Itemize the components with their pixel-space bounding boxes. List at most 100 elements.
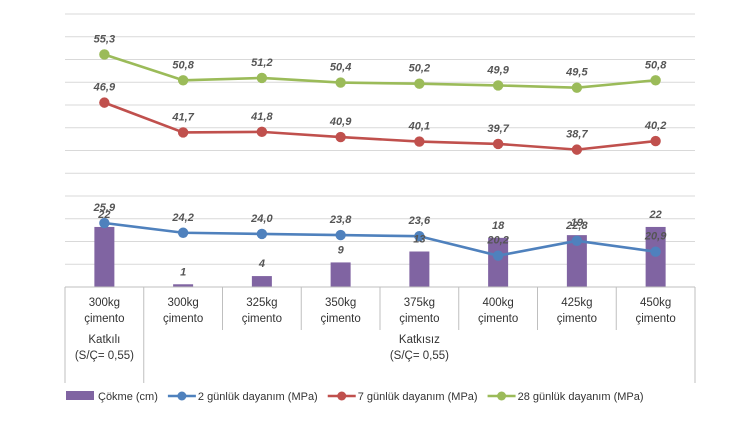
line-data-label: 50,8 — [645, 59, 667, 71]
legend-label: Çökme (cm) — [98, 391, 158, 403]
bar-data-label: 9 — [338, 244, 345, 256]
line-data-label: 20,2 — [486, 235, 508, 247]
series-point — [571, 82, 583, 93]
line-data-label: 40,1 — [408, 121, 430, 133]
group-label: Katkısız — [399, 334, 440, 346]
category-tick-label: çimento — [635, 313, 675, 325]
bar-data-label: 1 — [180, 266, 186, 278]
line-data-label: 50,2 — [409, 63, 430, 75]
series-point — [335, 229, 346, 241]
category-tick-label: 300kg — [89, 297, 120, 309]
category-tick-label: 350kg — [325, 297, 356, 309]
series-point — [177, 127, 189, 138]
line-data-label: 20,9 — [644, 231, 667, 243]
legend-swatch-marker — [177, 391, 187, 401]
line-data-label: 51,2 — [251, 57, 272, 69]
group-label: (S/Ç= 0,55) — [390, 350, 449, 362]
line-data-label: 40,2 — [644, 120, 666, 132]
category-tick-label: 425kg — [561, 297, 592, 309]
series-point — [650, 246, 661, 257]
series-point — [99, 217, 110, 229]
line-series — [99, 49, 661, 261]
series-line — [104, 221, 656, 257]
series-point — [650, 75, 661, 86]
category-tick-label: 375kg — [404, 297, 435, 309]
line-data-label: 55,3 — [94, 33, 115, 45]
line-data-label: 24,2 — [171, 212, 193, 224]
gridlines — [65, 13, 695, 288]
line-data-label: 23,8 — [329, 214, 352, 226]
legend-swatch-bar — [66, 391, 94, 400]
series-point — [99, 49, 110, 60]
series-point — [99, 97, 110, 108]
group-label: (S/Ç= 0,55) — [75, 350, 134, 362]
group-label: Katkılı — [88, 334, 120, 346]
bar-series — [94, 226, 666, 287]
line-data-label: 49,5 — [565, 67, 588, 79]
category-tick-label: çimento — [320, 313, 360, 325]
line-data-label: 50,8 — [172, 59, 194, 71]
line-data-label: 46,9 — [93, 82, 116, 94]
series-point — [256, 126, 268, 138]
legend-label: 2 günlük dayanım (MPa) — [198, 391, 318, 403]
category-tick-label: 400kg — [482, 297, 513, 309]
category-tick-label: çimento — [242, 313, 282, 325]
line-data-label: 25,9 — [93, 202, 116, 214]
series-point — [414, 78, 425, 89]
series-point — [650, 135, 661, 147]
series-point — [414, 231, 425, 242]
category-tick-label: çimento — [399, 313, 439, 325]
category-tick-label: çimento — [557, 313, 597, 325]
line-data-label: 38,7 — [566, 129, 588, 141]
bar-data-label: 18 — [492, 220, 505, 232]
line-data-label: 41,8 — [250, 111, 273, 123]
category-tick-label: 450kg — [640, 297, 671, 309]
line-data-label: 50,4 — [330, 62, 351, 74]
line-data-label: 39,7 — [487, 123, 509, 135]
line-data-label: 22,8 — [565, 220, 588, 232]
series-point — [492, 138, 504, 150]
bar-data-label: 4 — [258, 258, 265, 270]
bar — [645, 226, 666, 287]
category-tick-label: çimento — [84, 313, 124, 325]
legend: Çökme (cm) 2 günlük dayanım (MPa) 7 günlük… — [66, 391, 644, 403]
bar — [173, 284, 194, 287]
series-point — [571, 235, 583, 246]
line-data-label: 24,0 — [250, 213, 273, 225]
line-data-label: 23,6 — [408, 215, 431, 227]
series-point — [571, 144, 583, 155]
bar-data-label: 22 — [649, 209, 662, 221]
bar — [251, 276, 272, 287]
category-tick-label: çimento — [478, 313, 518, 325]
bar — [94, 226, 115, 287]
category-axis: 300kg çimento 300kg çimento 325kg çimento 350k… — [64, 286, 696, 383]
legend-swatch-marker — [497, 391, 507, 401]
bar — [330, 262, 351, 287]
series-line — [103, 101, 656, 151]
category-tick-label: 300kg — [167, 297, 198, 309]
bar-data-label: 22 — [97, 209, 110, 221]
line-data-label: 41,7 — [171, 111, 194, 123]
series-point — [177, 227, 189, 238]
series-point — [492, 250, 504, 261]
series-point — [492, 80, 504, 91]
series-point — [414, 136, 425, 147]
series-point — [256, 72, 268, 84]
bar — [409, 251, 430, 287]
category-tick-label: 325kg — [246, 297, 277, 309]
line-data-label: 40,9 — [329, 116, 352, 128]
legend-swatch-marker — [337, 391, 347, 401]
series-line — [103, 53, 656, 90]
series-point — [335, 131, 346, 143]
bar — [566, 235, 587, 287]
category-tick-label: çimento — [163, 313, 203, 325]
bar-data-label: 13 — [413, 234, 425, 246]
legend-label: 7 günlük dayanım (MPa) — [358, 391, 478, 403]
line-data-label: 49,9 — [486, 64, 509, 76]
series-point — [335, 77, 346, 88]
legend-label: 28 günlük dayanım (MPa) — [518, 391, 644, 403]
series-point — [256, 228, 268, 240]
bar-data-label: 19 — [571, 217, 584, 229]
